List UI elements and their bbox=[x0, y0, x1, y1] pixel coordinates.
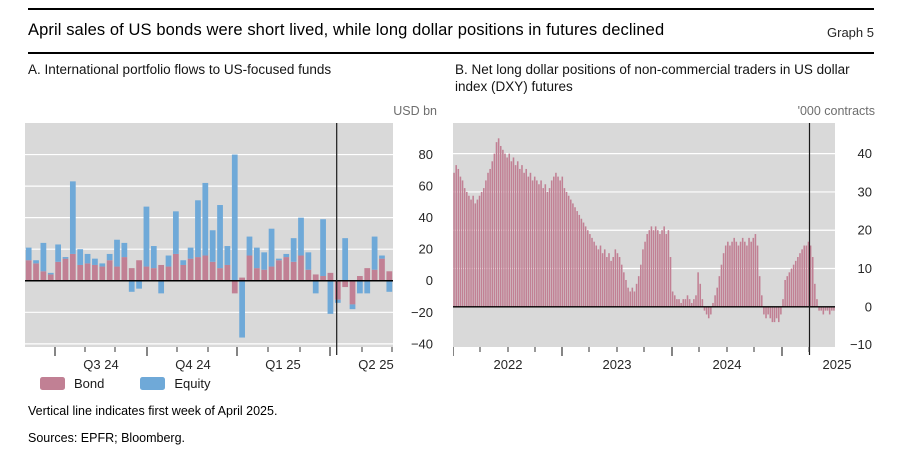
legend-item-bond: Bond bbox=[40, 376, 104, 391]
svg-text:10: 10 bbox=[858, 261, 872, 276]
graph-number-label: Graph 5 bbox=[827, 25, 874, 40]
svg-text:80: 80 bbox=[419, 147, 433, 162]
svg-text:40: 40 bbox=[419, 210, 433, 225]
svg-text:Q3 24: Q3 24 bbox=[83, 357, 118, 372]
svg-text:−20: −20 bbox=[411, 305, 433, 320]
svg-text:60: 60 bbox=[419, 179, 433, 194]
vertical-line-footnote: Vertical line indicates first week of Ap… bbox=[28, 404, 278, 418]
panel-b-chart: 2022 2023 2024 2025 40 30 20 10 0 −10 bbox=[452, 123, 877, 380]
svg-text:2023: 2023 bbox=[603, 357, 632, 372]
panel-b-unit-label: '000 contracts bbox=[797, 104, 875, 118]
equity-swatch bbox=[140, 377, 166, 390]
legend-item-equity: Equity bbox=[140, 376, 211, 391]
svg-text:Q4 24: Q4 24 bbox=[175, 357, 210, 372]
svg-text:0: 0 bbox=[426, 273, 433, 288]
panel-a-title: A. International portfolio flows to US-f… bbox=[28, 62, 332, 77]
svg-text:20: 20 bbox=[858, 223, 872, 238]
page-title: April sales of US bonds were short lived… bbox=[28, 21, 665, 39]
svg-text:2024: 2024 bbox=[713, 357, 742, 372]
panel-b-title: B. Net long dollar positions of non-comm… bbox=[455, 62, 850, 94]
bond-legend-label: Bond bbox=[74, 376, 105, 391]
svg-text:2025: 2025 bbox=[823, 357, 852, 372]
sources-footnote: Sources: EPFR; Bloomberg. bbox=[28, 431, 186, 445]
panel-a-unit-label: USD bn bbox=[393, 104, 437, 118]
equity-legend-label: Equity bbox=[174, 376, 211, 391]
svg-text:20: 20 bbox=[419, 242, 433, 257]
legend: Bond Equity bbox=[40, 376, 211, 391]
svg-text:Q1 25: Q1 25 bbox=[265, 357, 300, 372]
svg-text:40: 40 bbox=[858, 146, 872, 161]
top-rule bbox=[28, 8, 874, 10]
svg-text:0: 0 bbox=[865, 299, 872, 314]
title-divider-rule bbox=[28, 52, 874, 54]
svg-text:−10: −10 bbox=[850, 337, 872, 352]
svg-text:2022: 2022 bbox=[494, 357, 523, 372]
svg-text:30: 30 bbox=[858, 184, 872, 199]
panel-a-chart: Q3 24 Q4 24 Q1 25 Q2 25 80 60 40 20 0 −20 −40 bbox=[25, 123, 438, 380]
svg-text:−40: −40 bbox=[411, 336, 433, 351]
svg-text:Q2 25: Q2 25 bbox=[358, 357, 393, 372]
bond-swatch bbox=[40, 377, 65, 390]
